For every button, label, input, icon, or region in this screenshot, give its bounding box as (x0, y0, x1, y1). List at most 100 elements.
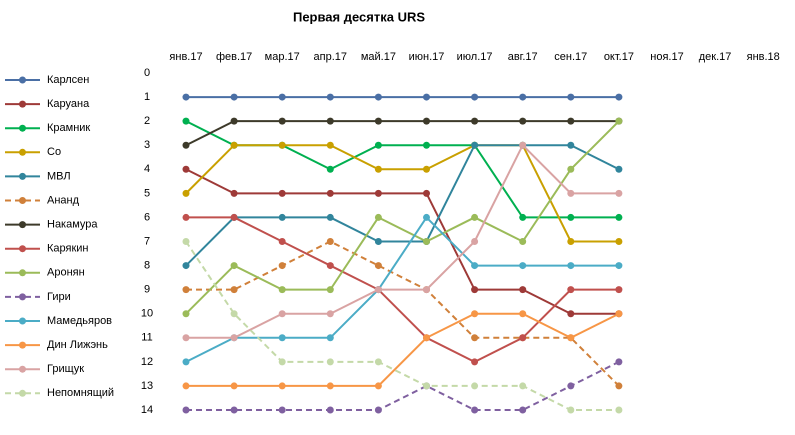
data-point (278, 117, 286, 125)
series-line (185, 120, 620, 315)
chart-title: Первая десятка URS (293, 9, 425, 24)
y-tick-label: 0 (144, 67, 150, 79)
data-point (182, 262, 190, 270)
data-point (423, 189, 430, 197)
x-tick-label: июн.17 (409, 51, 445, 63)
data-point (423, 117, 430, 125)
data-point (615, 310, 623, 318)
data-point (230, 93, 238, 101)
y-tick-label: 8 (144, 259, 150, 271)
legend-label: МВЛ (47, 170, 71, 182)
legend-marker (19, 389, 26, 397)
series-line (186, 312, 620, 387)
data-point (519, 262, 527, 270)
data-point (326, 238, 334, 245)
data-point (423, 286, 430, 294)
data-point (519, 141, 527, 149)
data-point (374, 189, 382, 197)
data-point (278, 334, 286, 342)
x-tick-label: янв.18 (747, 51, 780, 63)
data-point (326, 310, 334, 318)
legend-marker (19, 197, 26, 204)
data-point (423, 141, 430, 149)
y-tick-label: 12 (141, 356, 153, 368)
data-point (278, 382, 286, 390)
data-point (374, 406, 382, 414)
x-tick-label: июл.17 (457, 51, 493, 63)
legend-marker (19, 221, 26, 229)
data-point (615, 262, 623, 270)
data-point (471, 358, 479, 366)
data-point (230, 406, 238, 414)
legend-label: Аронян (47, 267, 85, 279)
x-tick-label: ноя.17 (650, 51, 683, 63)
data-point (519, 286, 527, 294)
data-point (230, 262, 238, 270)
data-point (230, 286, 238, 294)
legend-marker (19, 293, 26, 301)
data-point (326, 189, 334, 197)
data-point (567, 286, 575, 294)
data-point (374, 213, 382, 221)
legend-marker (19, 365, 26, 373)
y-tick-label: 7 (144, 235, 150, 247)
data-point (278, 213, 286, 221)
data-point (182, 141, 190, 149)
data-point (567, 165, 575, 173)
data-point (278, 93, 286, 101)
data-point (615, 406, 623, 414)
data-point (326, 165, 334, 173)
data-point (182, 238, 190, 245)
legend-label: Ананд (47, 194, 80, 206)
data-point (230, 141, 238, 149)
data-point (326, 286, 334, 294)
legend-marker (19, 341, 26, 349)
series-line (185, 144, 620, 267)
y-tick-label: 11 (141, 332, 152, 344)
data-point (326, 141, 334, 149)
data-point (374, 286, 382, 294)
data-point (471, 93, 479, 101)
data-point (471, 141, 479, 149)
data-point (374, 382, 382, 390)
data-point (471, 286, 479, 294)
y-tick-label: 13 (141, 380, 153, 392)
legend-label: Крамник (47, 122, 90, 134)
data-point (230, 189, 238, 197)
legend-label: Карлсен (47, 74, 89, 86)
data-point (615, 213, 623, 221)
data-point (471, 334, 479, 342)
x-tick-label: дек.17 (699, 51, 732, 63)
y-tick-label: 14 (141, 404, 153, 416)
series-line (185, 144, 619, 243)
data-point (519, 213, 527, 221)
data-point (423, 93, 430, 101)
data-point (567, 382, 575, 390)
data-point (374, 262, 382, 270)
data-point (615, 165, 623, 173)
y-tick-label: 10 (141, 308, 153, 320)
data-point (519, 310, 527, 318)
x-tick-label: янв.17 (169, 51, 202, 63)
data-point (278, 406, 286, 414)
data-point (374, 358, 382, 366)
data-point (374, 141, 382, 149)
y-tick-label: 2 (144, 115, 150, 127)
data-point (326, 213, 334, 221)
data-point (567, 141, 575, 149)
x-tick-label: май.17 (361, 51, 396, 63)
data-point (326, 93, 334, 101)
data-point (374, 238, 382, 245)
x-tick-label: окт.17 (604, 51, 634, 63)
legend-marker (19, 172, 26, 180)
data-point (326, 382, 334, 390)
data-point (519, 93, 527, 101)
series-line (186, 360, 620, 411)
legend-label: Со (47, 146, 61, 158)
data-point (567, 310, 575, 318)
data-point (278, 238, 286, 245)
series-line (185, 120, 619, 147)
series-line (185, 168, 619, 315)
legend-label: Грищук (47, 363, 84, 375)
